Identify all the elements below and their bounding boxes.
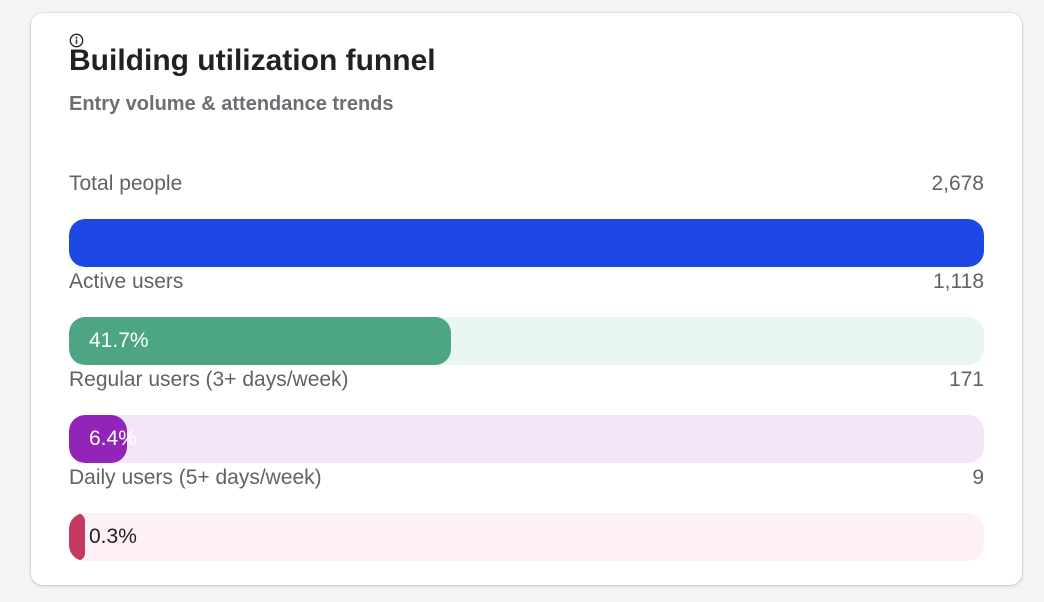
chart-title: Building utilization funnel <box>69 44 436 77</box>
bar-track: 0.3% <box>69 513 984 561</box>
funnel-row-header: Total people 2,678 <box>69 172 984 204</box>
funnel-row-header: Regular users (3+ days/week) 171 <box>69 368 984 400</box>
value-label: 9 <box>972 466 984 489</box>
bar-track: 6.4% <box>69 415 984 463</box>
bar-fill[interactable] <box>69 513 85 561</box>
category-label: Total people <box>69 172 183 195</box>
funnel-row: Total people 2,678 <box>69 172 984 270</box>
funnel-row-header: Active users 1,118 <box>69 270 984 302</box>
funnel-row: Active users 1,118 41.7% <box>69 270 984 368</box>
value-label: 1,118 <box>933 270 984 293</box>
value-label: 2,678 <box>931 172 984 195</box>
bar-track <box>69 219 984 267</box>
bar-fill[interactable] <box>69 317 451 365</box>
info-icon[interactable] <box>69 33 84 48</box>
percent-label: 41.7% <box>89 329 149 352</box>
category-label: Regular users (3+ days/week) <box>69 368 349 391</box>
funnel-row-header: Daily users (5+ days/week) 9 <box>69 466 984 498</box>
bar-fill[interactable] <box>69 415 127 463</box>
percent-label: 0.3% <box>89 525 137 548</box>
percent-label: 6.4% <box>89 427 137 450</box>
funnel-rows: Total people 2,678 Active users 1,118 41.7% R… <box>69 172 984 564</box>
bar-track: 41.7% <box>69 317 984 365</box>
category-label: Active users <box>69 270 184 293</box>
funnel-row: Daily users (5+ days/week) 9 0.3% <box>69 466 984 564</box>
chart-subtitle: Entry volume & attendance trends <box>69 93 394 115</box>
funnel-card: Building utilization funnel Entry volume… <box>31 13 1022 585</box>
category-label: Daily users (5+ days/week) <box>69 466 322 489</box>
funnel-row: Regular users (3+ days/week) 171 6.4% <box>69 368 984 466</box>
value-label: 171 <box>948 368 984 391</box>
bar-fill[interactable] <box>69 219 984 267</box>
